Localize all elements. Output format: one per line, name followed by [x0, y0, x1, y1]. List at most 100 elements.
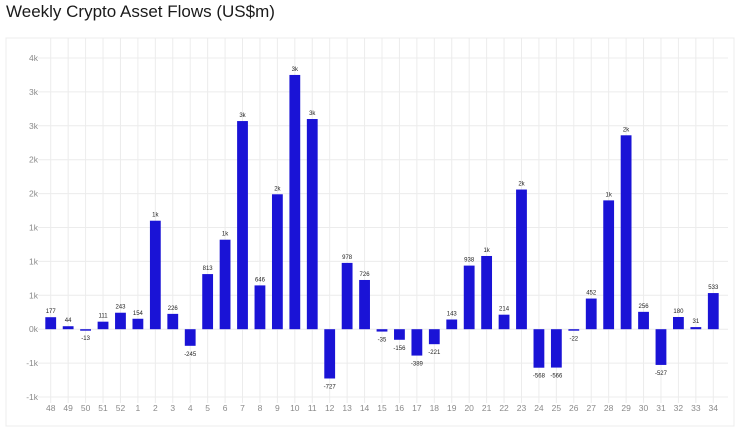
data-label: 226	[168, 306, 179, 312]
x-tick-label: 4	[188, 403, 193, 413]
x-tick-label: 3	[170, 403, 175, 413]
bars	[45, 74, 719, 379]
bar	[97, 321, 109, 330]
y-tick-label: 1k	[29, 290, 39, 300]
x-tick-label: 49	[63, 403, 73, 413]
data-label: 44	[65, 318, 72, 324]
x-tick-label: 27	[586, 403, 596, 413]
x-tick-label: 21	[482, 403, 492, 413]
bar	[45, 317, 57, 330]
bar	[481, 255, 493, 330]
data-label: 1k	[605, 192, 612, 198]
x-tick-label: 5	[205, 403, 210, 413]
x-tick-label: 13	[342, 403, 352, 413]
data-label: -568	[533, 374, 546, 380]
data-label: 3k	[309, 111, 316, 117]
bar	[394, 329, 405, 340]
x-tick-label: 31	[656, 403, 666, 413]
data-label: 31	[693, 319, 700, 325]
data-label: 3k	[239, 113, 246, 119]
x-tick-label: 11	[308, 403, 317, 413]
y-tick-label: 1k	[29, 256, 39, 266]
bar	[359, 279, 370, 330]
x-tick-label: 24	[534, 403, 544, 413]
x-tick-label: 20	[464, 403, 474, 413]
data-label: 243	[115, 305, 126, 311]
data-label: 726	[360, 272, 371, 278]
bar	[550, 329, 562, 368]
data-label: -156	[393, 346, 406, 352]
y-tick-label: -1k	[26, 358, 39, 368]
data-label: -527	[655, 371, 668, 377]
bar	[254, 285, 266, 330]
bar	[620, 135, 632, 330]
bar	[638, 311, 649, 330]
data-label: 938	[464, 258, 475, 264]
bar	[411, 329, 423, 356]
data-label: -389	[411, 362, 424, 368]
bar	[498, 314, 510, 330]
data-label: 813	[203, 266, 214, 272]
bar	[237, 121, 248, 330]
bar	[533, 329, 545, 368]
data-label: 3k	[292, 67, 299, 73]
y-tick-label: 3k	[29, 121, 39, 131]
x-tick-label: 30	[639, 403, 649, 413]
x-tick-label: 52	[116, 403, 126, 413]
x-tick-label: 48	[46, 403, 56, 413]
x-tick-label: 7	[240, 403, 245, 413]
bar	[428, 329, 440, 345]
x-tick-label: 50	[81, 403, 91, 413]
bar	[568, 329, 580, 331]
bar	[184, 329, 196, 346]
x-tick-label: 8	[258, 403, 263, 413]
x-tick-label: 25	[552, 403, 562, 413]
data-label: 1k	[483, 248, 490, 254]
x-tick-label: 6	[223, 403, 228, 413]
data-label: -727	[324, 384, 337, 390]
data-label: 180	[673, 309, 684, 315]
data-label: 978	[342, 255, 353, 261]
bar	[167, 313, 179, 330]
x-tick-label: 10	[290, 403, 300, 413]
y-tick-label: 2k	[29, 189, 39, 199]
x-tick-label: 19	[447, 403, 457, 413]
bar	[62, 326, 74, 330]
bar	[463, 265, 475, 330]
x-tick-label: 9	[275, 403, 280, 413]
bar	[132, 318, 144, 330]
data-label: -22	[569, 337, 578, 343]
y-tick-label: 4k	[29, 53, 39, 63]
x-tick-label: 32	[674, 403, 684, 413]
y-tick-label: 2k	[29, 155, 39, 165]
x-tick-label: 1	[136, 403, 141, 413]
bar	[673, 316, 684, 330]
y-tick-label: 3k	[29, 87, 39, 97]
x-tick-label: 34	[709, 403, 719, 413]
y-tick-label: 0k	[29, 324, 39, 334]
bar	[80, 329, 91, 331]
y-tick-label: 1k	[29, 223, 39, 233]
data-label: 256	[639, 304, 650, 310]
data-label: -35	[378, 338, 387, 344]
data-label: 143	[447, 312, 458, 318]
x-tick-label: 26	[569, 403, 579, 413]
data-label: 111	[98, 314, 108, 320]
bar	[707, 293, 719, 330]
data-label: 2k	[623, 127, 630, 133]
x-tick-label: 2	[153, 403, 158, 413]
x-tick-label: 23	[517, 403, 527, 413]
bar	[219, 239, 231, 330]
bar	[603, 200, 615, 330]
bar	[690, 327, 702, 330]
data-label: -566	[550, 374, 563, 380]
data-label: 214	[499, 307, 510, 313]
x-tick-label: 28	[604, 403, 614, 413]
bar	[341, 262, 353, 330]
data-label: 452	[586, 291, 597, 297]
x-tick-label: 17	[412, 403, 422, 413]
data-label: -221	[428, 350, 441, 356]
data-label: 154	[133, 311, 144, 317]
bar	[289, 74, 301, 330]
